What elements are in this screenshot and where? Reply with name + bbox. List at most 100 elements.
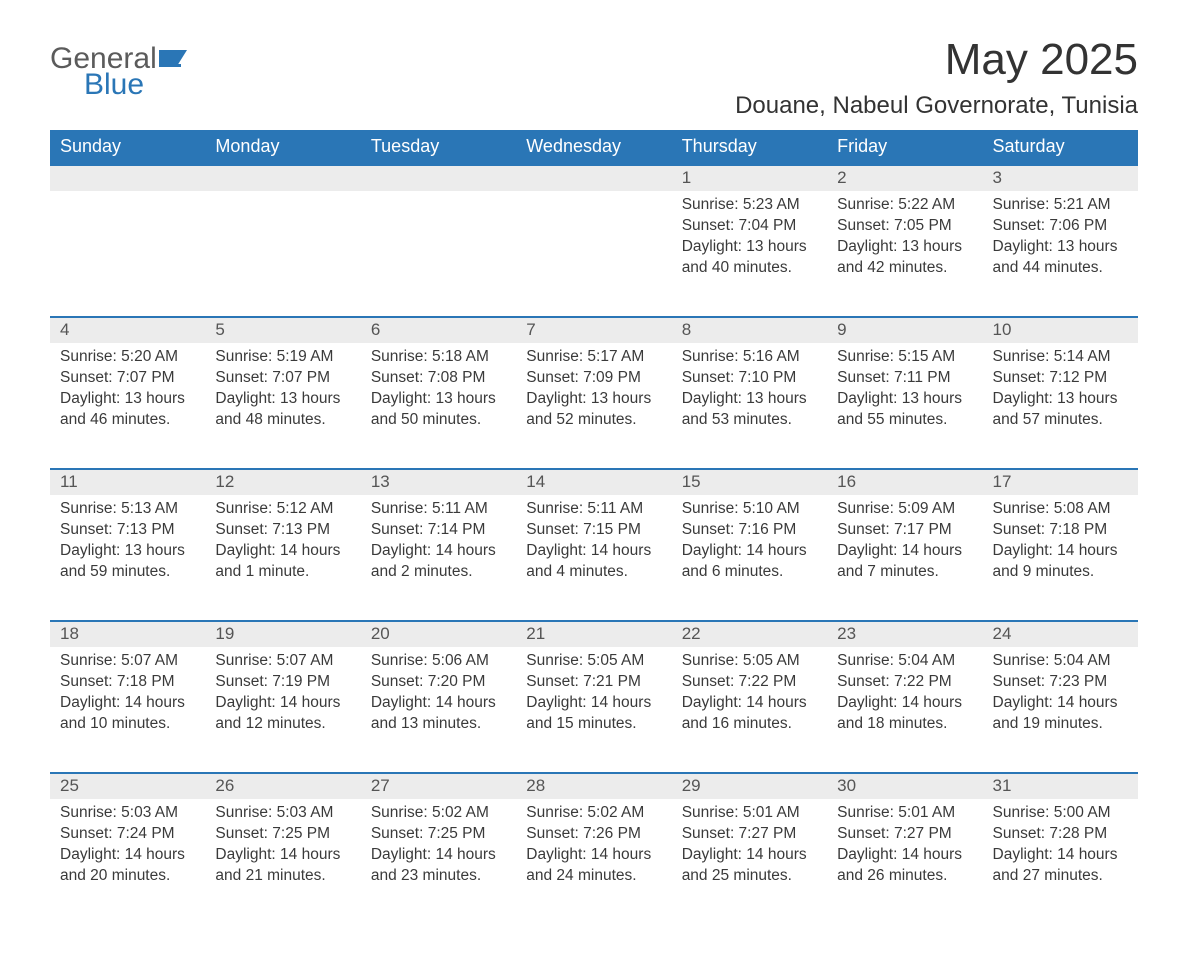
day-cell-body: Sunrise: 5:14 AMSunset: 7:12 PMDaylight:… xyxy=(983,343,1138,441)
day-cell-body: Sunrise: 5:21 AMSunset: 7:06 PMDaylight:… xyxy=(983,191,1138,289)
daylight-line-2: and 46 minutes. xyxy=(60,410,195,431)
sunset-line: Sunset: 7:14 PM xyxy=(371,520,506,541)
week-daynum-row: 18192021222324 xyxy=(50,621,1138,647)
day-cell-body xyxy=(516,191,671,205)
sunset-line: Sunset: 7:22 PM xyxy=(682,672,817,693)
daylight-line-2: and 2 minutes. xyxy=(371,562,506,583)
day-number-cell: 31 xyxy=(983,773,1138,799)
week-body-row: Sunrise: 5:07 AMSunset: 7:18 PMDaylight:… xyxy=(50,647,1138,773)
sunset-line: Sunset: 7:11 PM xyxy=(837,368,972,389)
sunrise-line: Sunrise: 5:16 AM xyxy=(682,347,817,368)
day-number: 28 xyxy=(516,774,671,799)
day-number-cell: 24 xyxy=(983,621,1138,647)
day-cell: Sunrise: 5:12 AMSunset: 7:13 PMDaylight:… xyxy=(205,495,360,621)
day-number-cell: 2 xyxy=(827,165,982,191)
daylight-line-2: and 27 minutes. xyxy=(993,866,1128,887)
day-number-cell: 19 xyxy=(205,621,360,647)
day-cell-body: Sunrise: 5:07 AMSunset: 7:18 PMDaylight:… xyxy=(50,647,205,745)
day-number-cell: 3 xyxy=(983,165,1138,191)
sunset-line: Sunset: 7:13 PM xyxy=(60,520,195,541)
day-cell-body: Sunrise: 5:17 AMSunset: 7:09 PMDaylight:… xyxy=(516,343,671,441)
header: General Blue May 2025 Douane, Nabeul Gov… xyxy=(50,36,1138,120)
daylight-line-2: and 40 minutes. xyxy=(682,258,817,279)
daylight-line-1: Daylight: 14 hours xyxy=(682,693,817,714)
day-number-cell: 22 xyxy=(672,621,827,647)
day-number: 11 xyxy=(50,470,205,495)
day-number-cell: 15 xyxy=(672,469,827,495)
day-number-cell: 28 xyxy=(516,773,671,799)
sunrise-line: Sunrise: 5:14 AM xyxy=(993,347,1128,368)
day-number-cell: 14 xyxy=(516,469,671,495)
day-cell: Sunrise: 5:05 AMSunset: 7:21 PMDaylight:… xyxy=(516,647,671,773)
day-cell: Sunrise: 5:11 AMSunset: 7:14 PMDaylight:… xyxy=(361,495,516,621)
day-cell: Sunrise: 5:13 AMSunset: 7:13 PMDaylight:… xyxy=(50,495,205,621)
daylight-line-1: Daylight: 14 hours xyxy=(837,541,972,562)
sunset-line: Sunset: 7:24 PM xyxy=(60,824,195,845)
daylight-line-2: and 48 minutes. xyxy=(215,410,350,431)
day-number xyxy=(516,166,671,191)
daylight-line-1: Daylight: 13 hours xyxy=(993,389,1128,410)
day-number: 5 xyxy=(205,318,360,343)
daylight-line-1: Daylight: 14 hours xyxy=(60,693,195,714)
calendar-body: 123Sunrise: 5:23 AMSunset: 7:04 PMDaylig… xyxy=(50,165,1138,925)
sunset-line: Sunset: 7:20 PM xyxy=(371,672,506,693)
day-number: 9 xyxy=(827,318,982,343)
day-cell-body: Sunrise: 5:05 AMSunset: 7:22 PMDaylight:… xyxy=(672,647,827,745)
day-cell: Sunrise: 5:02 AMSunset: 7:26 PMDaylight:… xyxy=(516,799,671,925)
daylight-line-1: Daylight: 13 hours xyxy=(837,237,972,258)
sunrise-line: Sunrise: 5:02 AM xyxy=(371,803,506,824)
day-number: 8 xyxy=(672,318,827,343)
day-number-cell: 13 xyxy=(361,469,516,495)
daylight-line-1: Daylight: 14 hours xyxy=(371,541,506,562)
day-number-cell xyxy=(361,165,516,191)
day-cell: Sunrise: 5:20 AMSunset: 7:07 PMDaylight:… xyxy=(50,343,205,469)
day-cell-body: Sunrise: 5:03 AMSunset: 7:24 PMDaylight:… xyxy=(50,799,205,897)
week-body-row: Sunrise: 5:03 AMSunset: 7:24 PMDaylight:… xyxy=(50,799,1138,925)
day-number xyxy=(205,166,360,191)
sunrise-line: Sunrise: 5:21 AM xyxy=(993,195,1128,216)
day-number: 19 xyxy=(205,622,360,647)
daylight-line-1: Daylight: 13 hours xyxy=(60,389,195,410)
sunset-line: Sunset: 7:18 PM xyxy=(993,520,1128,541)
day-number-cell: 26 xyxy=(205,773,360,799)
daylight-line-2: and 20 minutes. xyxy=(60,866,195,887)
daylight-line-1: Daylight: 13 hours xyxy=(682,237,817,258)
daylight-line-2: and 50 minutes. xyxy=(371,410,506,431)
day-cell: Sunrise: 5:00 AMSunset: 7:28 PMDaylight:… xyxy=(983,799,1138,925)
daylight-line-2: and 42 minutes. xyxy=(837,258,972,279)
sunset-line: Sunset: 7:26 PM xyxy=(526,824,661,845)
daylight-line-2: and 10 minutes. xyxy=(60,714,195,735)
sunrise-line: Sunrise: 5:05 AM xyxy=(682,651,817,672)
daylight-line-2: and 59 minutes. xyxy=(60,562,195,583)
week-daynum-row: 45678910 xyxy=(50,317,1138,343)
calendar-table: SundayMondayTuesdayWednesdayThursdayFrid… xyxy=(50,130,1138,925)
sunrise-line: Sunrise: 5:01 AM xyxy=(837,803,972,824)
sunrise-line: Sunrise: 5:11 AM xyxy=(371,499,506,520)
day-cell: Sunrise: 5:15 AMSunset: 7:11 PMDaylight:… xyxy=(827,343,982,469)
day-cell-body: Sunrise: 5:19 AMSunset: 7:07 PMDaylight:… xyxy=(205,343,360,441)
sunrise-line: Sunrise: 5:22 AM xyxy=(837,195,972,216)
sunset-line: Sunset: 7:05 PM xyxy=(837,216,972,237)
daylight-line-2: and 53 minutes. xyxy=(682,410,817,431)
sunrise-line: Sunrise: 5:08 AM xyxy=(993,499,1128,520)
logo-text: General Blue xyxy=(50,44,193,104)
day-cell: Sunrise: 5:22 AMSunset: 7:05 PMDaylight:… xyxy=(827,191,982,317)
day-number: 15 xyxy=(672,470,827,495)
sunrise-line: Sunrise: 5:09 AM xyxy=(837,499,972,520)
day-cell: Sunrise: 5:14 AMSunset: 7:12 PMDaylight:… xyxy=(983,343,1138,469)
day-number-cell: 12 xyxy=(205,469,360,495)
day-cell: Sunrise: 5:02 AMSunset: 7:25 PMDaylight:… xyxy=(361,799,516,925)
sunrise-line: Sunrise: 5:07 AM xyxy=(60,651,195,672)
day-cell-body: Sunrise: 5:05 AMSunset: 7:21 PMDaylight:… xyxy=(516,647,671,745)
daylight-line-2: and 23 minutes. xyxy=(371,866,506,887)
day-header: Friday xyxy=(827,130,982,165)
day-number: 26 xyxy=(205,774,360,799)
day-cell: Sunrise: 5:19 AMSunset: 7:07 PMDaylight:… xyxy=(205,343,360,469)
sunrise-line: Sunrise: 5:00 AM xyxy=(993,803,1128,824)
daylight-line-2: and 57 minutes. xyxy=(993,410,1128,431)
daylight-line-2: and 13 minutes. xyxy=(371,714,506,735)
day-cell-body xyxy=(361,191,516,205)
sunset-line: Sunset: 7:12 PM xyxy=(993,368,1128,389)
day-number: 10 xyxy=(983,318,1138,343)
day-number: 16 xyxy=(827,470,982,495)
